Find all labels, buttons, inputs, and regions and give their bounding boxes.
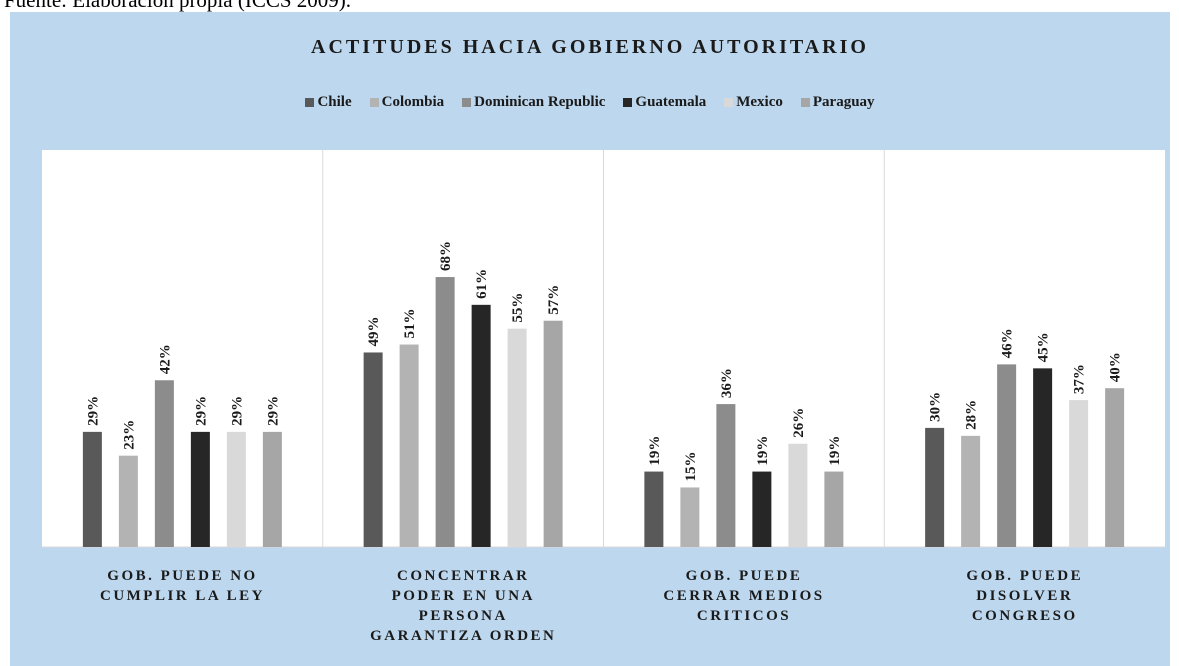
bar xyxy=(716,404,736,547)
legend-swatch xyxy=(462,98,472,107)
data-label: 37% xyxy=(1072,364,1088,394)
bar xyxy=(118,455,138,547)
data-label: 30% xyxy=(928,392,944,422)
bar xyxy=(154,380,174,547)
data-label: 57% xyxy=(546,285,562,315)
legend-swatch xyxy=(305,98,315,107)
bar xyxy=(824,471,844,547)
data-label: 23% xyxy=(121,420,137,450)
data-label: 42% xyxy=(157,344,173,374)
data-label: 45% xyxy=(1036,332,1052,362)
bar xyxy=(925,427,945,547)
legend-item: Paraguay xyxy=(800,94,875,111)
bar xyxy=(507,328,527,547)
data-label: 29% xyxy=(193,396,209,426)
legend-label: Mexico xyxy=(736,94,783,110)
bar xyxy=(680,487,700,547)
bar xyxy=(788,443,808,547)
data-label: 29% xyxy=(85,396,101,426)
bar xyxy=(262,431,282,547)
data-label: 26% xyxy=(791,408,807,438)
data-label: 29% xyxy=(229,396,245,426)
legend-swatch xyxy=(369,98,379,107)
bar xyxy=(997,364,1017,547)
data-label: 49% xyxy=(366,316,382,346)
bar xyxy=(471,304,491,547)
x-tick-label: GOB. PUEDE NO CUMPLIR LA LEY xyxy=(99,568,265,604)
x-tick-label: CONCENTRAR PODER EN UNA PERSONA GARANTIZ… xyxy=(370,568,557,644)
legend-swatch xyxy=(724,98,734,107)
x-tick-label: GOB. PUEDE CERRAR MEDIOS CRITICOS xyxy=(663,568,825,624)
legend-label: Dominican Republic xyxy=(474,94,606,110)
caption: Fuente: Elaboración propia (ICCS 2009). xyxy=(4,0,352,12)
bar xyxy=(399,344,419,547)
bar xyxy=(226,431,246,547)
data-label: 55% xyxy=(510,293,526,323)
data-label: 46% xyxy=(1000,328,1016,358)
legend-swatch xyxy=(800,98,810,107)
bar xyxy=(190,431,210,547)
data-label: 19% xyxy=(827,436,843,466)
bar xyxy=(1105,388,1125,547)
chart-title: ACTITUDES HACIA GOBIERNO AUTORITARIO xyxy=(311,36,869,58)
data-label: 28% xyxy=(964,400,980,430)
bar xyxy=(644,471,664,547)
bar xyxy=(1069,400,1089,547)
data-label: 15% xyxy=(683,451,699,481)
data-label: 36% xyxy=(719,368,735,398)
legend-label: Colombia xyxy=(381,94,445,110)
legend-item: Chile xyxy=(305,94,352,111)
legend-item: Mexico xyxy=(724,94,783,111)
bar xyxy=(363,352,383,547)
legend: Chile Colombia Dominican Republic Guatemala… xyxy=(10,94,1170,111)
bar xyxy=(1033,368,1053,547)
legend-item: Guatemala xyxy=(623,94,706,111)
bar xyxy=(82,431,102,547)
data-label: 29% xyxy=(265,396,281,426)
legend-swatch xyxy=(623,98,633,107)
legend-item: Colombia xyxy=(369,94,445,111)
legend-item: Dominican Republic xyxy=(462,94,605,111)
data-label: 40% xyxy=(1108,352,1124,382)
legend-label: Guatemala xyxy=(635,94,707,110)
legend-label: Chile xyxy=(317,94,352,110)
data-label: 68% xyxy=(438,241,454,271)
bar xyxy=(435,277,455,547)
bar xyxy=(961,435,981,547)
legend-label: Paraguay xyxy=(812,94,875,110)
bar xyxy=(752,471,772,547)
data-label: 51% xyxy=(402,309,418,339)
bar xyxy=(543,320,563,547)
data-label: 19% xyxy=(755,436,771,466)
data-label: 19% xyxy=(647,436,663,466)
data-label: 61% xyxy=(474,269,490,299)
x-tick-label: GOB. PUEDE DISOLVER CONGRESO xyxy=(966,568,1084,624)
